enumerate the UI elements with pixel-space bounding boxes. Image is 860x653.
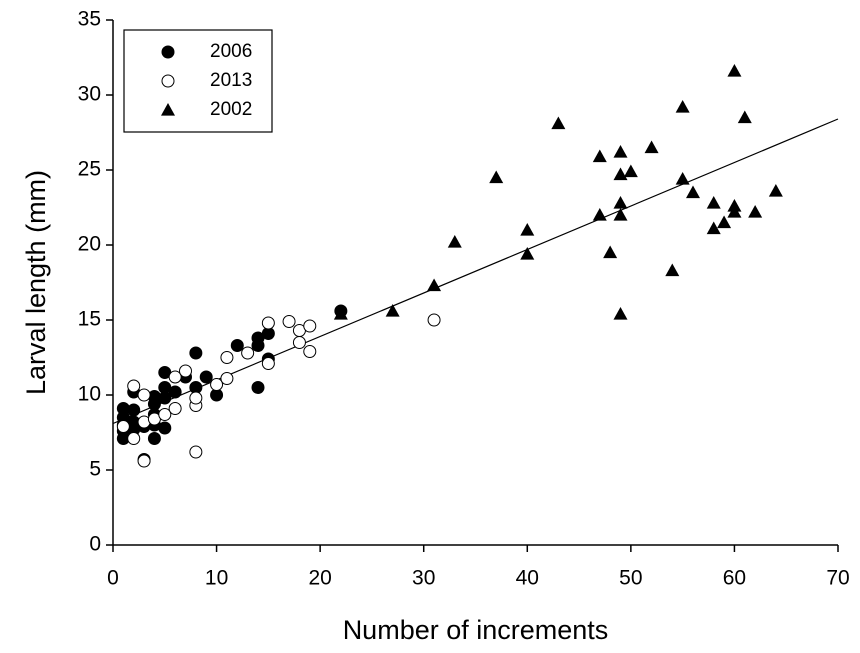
circle-point [220, 372, 234, 385]
legend-marker [161, 74, 175, 88]
triangle-point [706, 196, 721, 209]
x-tick-label: 60 [723, 567, 746, 590]
circle-point [116, 420, 130, 433]
legend-label: 2006 [210, 41, 252, 62]
y-tick-label: 10 [78, 383, 101, 406]
triangle-point [768, 184, 783, 197]
circle-point [147, 432, 161, 445]
triangle-point [613, 196, 628, 209]
circle-point [189, 445, 203, 459]
x-tick-label: 10 [205, 567, 228, 590]
triangle-point [551, 116, 566, 130]
circle-point [189, 391, 203, 405]
triangle-point [613, 145, 628, 158]
x-tick-label: 40 [516, 567, 539, 590]
triangle-point [613, 167, 628, 181]
x-tick-label: 0 [107, 567, 119, 590]
y-tick-label: 20 [78, 233, 101, 256]
x-tick-label: 50 [619, 567, 642, 590]
triangle-point [686, 185, 700, 199]
y-tick-label: 30 [78, 83, 101, 106]
circle-point [127, 432, 141, 445]
circle-point [127, 403, 141, 417]
triangle-point [727, 205, 742, 218]
triangle-point [592, 149, 607, 163]
circle-point [427, 313, 441, 327]
circle-point [168, 370, 182, 384]
triangle-point [675, 172, 690, 185]
y-axis-title: Larval length (mm) [21, 170, 51, 395]
legend-label: 2013 [210, 70, 252, 91]
triangle-point [706, 221, 721, 235]
triangle-point [644, 140, 659, 154]
circle-point [292, 336, 306, 349]
y-tick-label: 25 [78, 158, 101, 181]
circle-point [303, 345, 317, 358]
circle-point [168, 385, 182, 399]
legend-marker [161, 45, 175, 59]
circle-point [158, 408, 172, 421]
legend-marker [161, 103, 175, 116]
circle-point [137, 388, 151, 402]
triangle-point [447, 235, 462, 248]
circle-point [137, 454, 151, 468]
triangle-point [520, 247, 535, 260]
triangle-point [613, 208, 628, 221]
circle-point [210, 378, 224, 391]
triangle-point [385, 304, 400, 317]
circle-point [199, 370, 213, 384]
triangle-point [737, 110, 752, 124]
circle-point [127, 379, 141, 393]
trendline [112, 118, 839, 425]
circle-point [261, 316, 275, 330]
x-tick-label: 20 [308, 567, 331, 590]
legend-label: 2002 [210, 99, 252, 120]
legend-box [123, 29, 273, 133]
circle-point [220, 351, 234, 364]
y-tick-label: 0 [89, 533, 101, 556]
circle-point [189, 346, 203, 360]
triangle-point [665, 263, 680, 277]
x-axis-title: Number of increments [343, 615, 609, 645]
triangle-point [748, 205, 763, 218]
x-tick-label: 70 [826, 567, 849, 590]
triangle-point [613, 307, 628, 320]
circle-point [251, 381, 265, 394]
circle-point [282, 315, 296, 328]
triangle-point [333, 307, 348, 320]
triangle-point [727, 64, 742, 77]
circle-point [303, 319, 317, 333]
circle-point [168, 402, 182, 415]
triangle-point [489, 170, 504, 184]
circle-point [158, 421, 172, 435]
y-tick-label: 5 [89, 458, 101, 481]
triangle-point [520, 223, 535, 236]
triangle-point [717, 215, 732, 229]
y-tick-label: 35 [78, 8, 101, 31]
triangle-point [427, 278, 442, 292]
y-tick-label: 15 [78, 308, 101, 331]
circle-point [230, 339, 244, 352]
circle-point [241, 346, 255, 360]
x-tick-label: 30 [412, 567, 435, 590]
triangle-point [675, 100, 690, 113]
triangle-point [603, 245, 618, 259]
circle-point [261, 357, 275, 370]
triangle-point [592, 208, 607, 221]
circle-point [179, 364, 192, 378]
triangle-point [623, 164, 638, 178]
